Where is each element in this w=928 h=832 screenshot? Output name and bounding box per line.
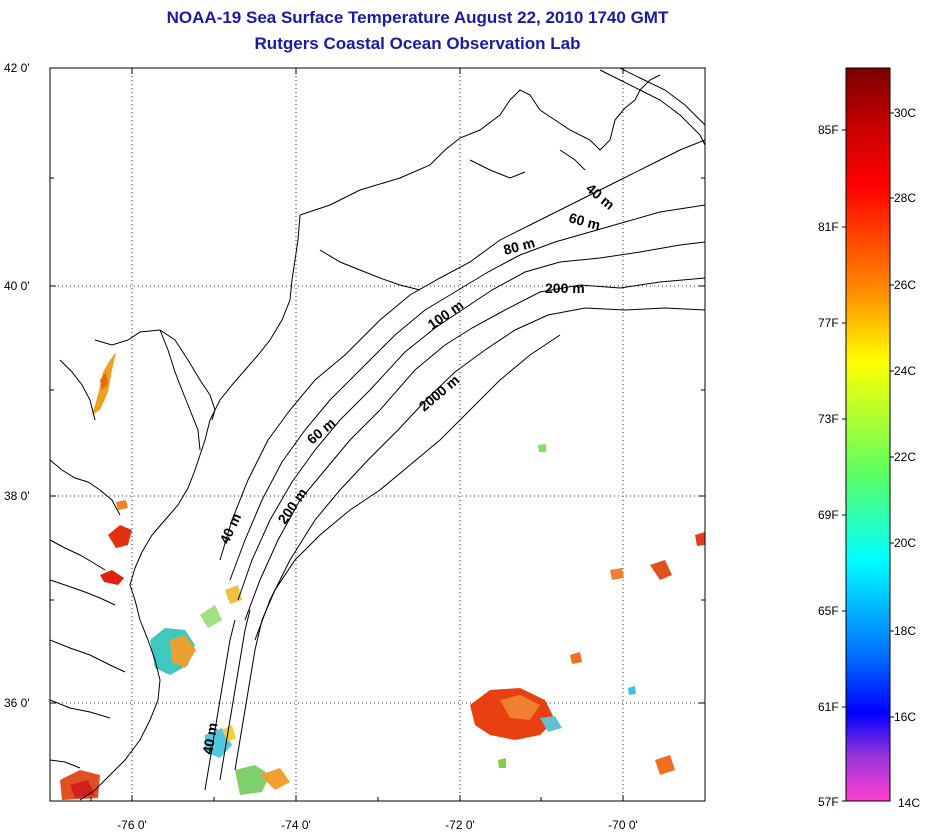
colorbar-label-26c: 26C [894,278,917,292]
colorbar-label-14c: 14C [898,796,921,810]
sst-patch-chesapeake-mid [108,525,132,548]
colorbar-label-30c: 30C [894,106,917,120]
contour-label-200m-mid: 200 m [274,485,310,527]
sst-patch-shelf-4 [222,725,236,742]
lon-label-70: -70 0' [608,818,638,832]
sst-patch-shelf-1 [200,605,222,628]
colorbar-label-28c: 28C [894,191,917,205]
contour-labels: 40 m 60 m 80 m 200 m 100 m 2000 m 60 m 2… [199,180,618,755]
sst-patch-south-2 [260,768,290,790]
colorbar [845,67,891,802]
sst-patch-south-1 [235,765,270,795]
colorbar-label-57f: 57F [818,795,839,809]
sst-patch-offshore-3 [695,532,705,546]
colorbar-label-18c: 18C [894,624,917,638]
colorbar-ticks [842,112,894,802]
colorbar-label-16c: 16C [894,710,917,724]
sst-patch-gulfstream-warm [500,695,540,720]
colorbar-label-20c: 20C [894,536,917,550]
sst-patch-small-1 [116,500,128,510]
sst-patch-offshore-5 [498,758,506,768]
contour-label-200m-ne: 200 m [545,280,585,296]
colorbar-label-81f: 81F [818,220,839,234]
sst-patch-offshore-2 [610,568,624,580]
contour-label-100m: 100 m [425,297,467,333]
colorbar-label-85f: 85F [818,123,839,137]
contour-label-80m: 80 m [502,234,537,258]
contour-label-40m-ne: 40 m [583,180,618,213]
sst-patch-hatteras-hot [70,780,95,798]
lat-label-38: 38 0' [4,489,30,503]
lon-label-74: -74 0' [281,818,311,832]
map-title: NOAA-19 Sea Surface Temperature August 2… [166,8,669,27]
sst-patch-offshore-7 [538,444,546,452]
colorbar-label-61f: 61F [818,700,839,714]
lat-label-42: 42 0' [4,61,30,75]
sst-patch-offshore-6 [628,686,636,695]
bathymetry-contours [204,68,705,791]
map-subtitle: Rutgers Coastal Ocean Observation Lab [254,34,581,53]
coastline [50,74,661,801]
sst-patch-gulfstream-cool [540,716,562,732]
colorbar-label-73f: 73F [818,412,839,426]
sst-data-patches [60,352,705,800]
sst-patch-chesapeake-upper-hot [100,372,108,390]
lat-label-36: 36 0' [4,696,30,710]
lon-label-76: -76 0' [117,818,147,832]
sst-patch-offshore-8 [570,652,582,664]
graticule [50,68,705,801]
lon-label-72: -72 0' [445,818,475,832]
colorbar-label-65f: 65F [818,604,839,618]
sst-patch-offshore-1 [650,560,672,580]
tick-marks [50,68,705,801]
contour-label-60m-ne: 60 m [567,209,602,233]
colorbar-label-77f: 77F [818,316,839,330]
lat-label-40: 40 0' [4,279,30,293]
colorbar-label-24c: 24C [894,364,917,378]
sst-patch-vacoast-warm [170,635,196,668]
sst-patch-chesapeake-mouth [100,570,124,585]
colorbar-label-69f: 69F [818,508,839,522]
contour-label-40m-south: 40 m [199,721,220,755]
map-frame [49,67,706,802]
contour-label-40m-mid: 40 m [216,511,244,547]
colorbar-label-22c: 22C [894,450,917,464]
contour-label-2000m: 2000 m [416,372,463,415]
sst-patch-offshore-4 [655,755,675,775]
